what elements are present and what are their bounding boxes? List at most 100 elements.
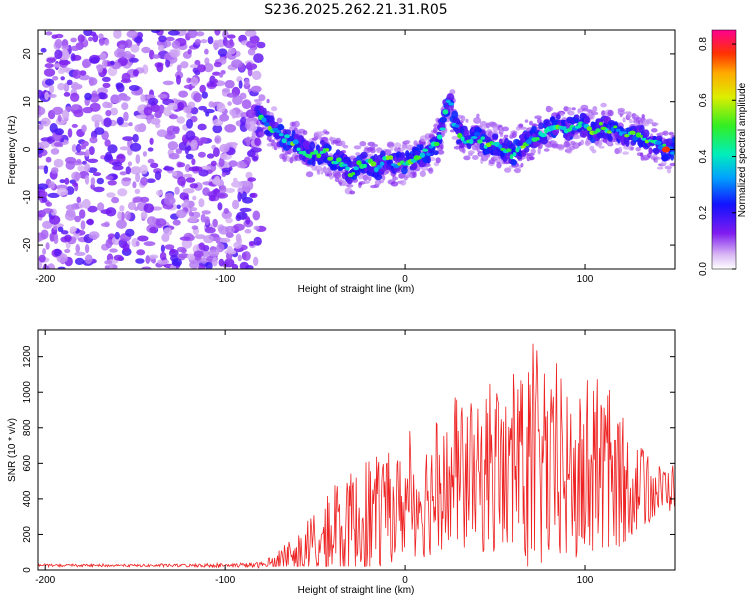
x-tick-label: 0 bbox=[402, 575, 408, 586]
ridge-halo bbox=[421, 166, 429, 171]
noise-blob bbox=[84, 244, 90, 254]
noise-blob bbox=[70, 92, 80, 103]
noise-blob bbox=[122, 243, 130, 252]
noise-blob bbox=[54, 38, 63, 49]
noise-blob bbox=[152, 54, 161, 59]
ridge-halo bbox=[653, 156, 662, 160]
ridge-core bbox=[388, 155, 394, 160]
ridge-halo bbox=[662, 130, 669, 136]
noise-blob bbox=[195, 31, 205, 37]
noise-blob bbox=[256, 41, 266, 49]
ridge-halo bbox=[311, 137, 318, 141]
ridge-core bbox=[376, 165, 382, 169]
ridge-halo bbox=[378, 179, 384, 184]
noise-blob bbox=[174, 186, 180, 195]
noise-blob bbox=[231, 59, 243, 69]
ridge-halo bbox=[362, 174, 369, 181]
noise-blob bbox=[253, 236, 262, 246]
noise-blob bbox=[189, 64, 199, 69]
noise-blob bbox=[96, 177, 105, 185]
noise-blob bbox=[119, 171, 128, 176]
ridge-core bbox=[362, 163, 367, 169]
noise-blob bbox=[104, 139, 111, 147]
ridge-band bbox=[540, 137, 548, 145]
ridge-band bbox=[411, 162, 418, 170]
spectrogram-y-label: Frequency (Hz) bbox=[7, 116, 18, 185]
ridge-halo bbox=[359, 141, 367, 147]
noise-blob bbox=[53, 158, 64, 168]
ridge-halo bbox=[339, 140, 346, 147]
noise-blob bbox=[49, 181, 56, 190]
ridge-band bbox=[653, 148, 659, 155]
noise-blob bbox=[246, 62, 253, 71]
ridge-core bbox=[345, 166, 350, 171]
y-tick-label: 400 bbox=[22, 490, 33, 507]
ridge-band bbox=[262, 107, 267, 116]
noise-blob bbox=[143, 106, 153, 116]
ridge-core bbox=[296, 147, 301, 152]
ridge-halo bbox=[529, 120, 533, 126]
ridge-halo bbox=[314, 165, 323, 172]
ridge-band bbox=[607, 135, 613, 142]
noise-blob bbox=[239, 92, 247, 100]
noise-blob bbox=[147, 147, 154, 152]
ridge-core bbox=[512, 152, 517, 157]
ridge-band bbox=[419, 144, 424, 151]
noise-blob bbox=[232, 199, 240, 210]
noise-blob bbox=[213, 147, 220, 158]
ridge-halo bbox=[465, 118, 469, 123]
noise-blob bbox=[104, 260, 113, 265]
ridge-band bbox=[346, 178, 353, 185]
noise-blob bbox=[45, 156, 52, 163]
noise-blob bbox=[49, 123, 58, 133]
ridge-halo bbox=[618, 146, 623, 154]
ridge-core bbox=[497, 144, 503, 149]
noise-blob bbox=[122, 177, 132, 182]
noise-blob bbox=[114, 48, 125, 58]
y-tick-label: 0 bbox=[22, 567, 33, 573]
noise-blob bbox=[218, 157, 225, 168]
ridge-halo bbox=[401, 143, 408, 150]
noise-blob bbox=[42, 248, 47, 255]
noise-blob bbox=[219, 237, 231, 243]
ridge-halo bbox=[449, 89, 456, 95]
noise-blob bbox=[171, 171, 178, 177]
noise-blob bbox=[40, 229, 49, 240]
noise-blob bbox=[216, 192, 229, 199]
noise-blob bbox=[102, 82, 111, 88]
ridge-halo bbox=[656, 166, 664, 170]
noise-blob bbox=[201, 210, 211, 215]
x-tick-label: 100 bbox=[577, 274, 594, 285]
noise-blob bbox=[105, 239, 113, 249]
ridge-halo bbox=[655, 159, 659, 164]
noise-blob bbox=[63, 82, 70, 93]
noise-blob bbox=[210, 160, 217, 167]
ridge-halo bbox=[332, 170, 341, 177]
ridge-core bbox=[540, 133, 547, 138]
ridge-band bbox=[439, 116, 448, 123]
noise-blob bbox=[163, 196, 176, 206]
noise-blob bbox=[102, 68, 108, 75]
ridge-halo bbox=[476, 145, 481, 153]
noise-blob bbox=[143, 241, 156, 247]
noise-blob bbox=[53, 236, 59, 244]
noise-blob bbox=[43, 165, 49, 175]
noise-blob bbox=[233, 223, 245, 231]
noise-blob bbox=[232, 141, 237, 151]
noise-blob bbox=[177, 101, 184, 111]
noise-blob bbox=[76, 159, 82, 164]
ridge-halo bbox=[630, 146, 634, 151]
noise-blob bbox=[49, 233, 55, 242]
noise-blob bbox=[69, 226, 77, 233]
x-tick-label: 100 bbox=[577, 575, 594, 586]
ridge-halo bbox=[586, 110, 594, 113]
noise-blob bbox=[132, 181, 137, 189]
ridge-core bbox=[327, 156, 334, 161]
ridge-halo bbox=[399, 179, 407, 186]
snr-x-label: Height of straight line (km) bbox=[298, 585, 415, 596]
noise-blob bbox=[40, 137, 53, 142]
noise-blob bbox=[177, 176, 187, 187]
ridge-core bbox=[353, 166, 359, 171]
ridge-halo bbox=[381, 175, 386, 181]
noise-blob bbox=[211, 178, 221, 185]
